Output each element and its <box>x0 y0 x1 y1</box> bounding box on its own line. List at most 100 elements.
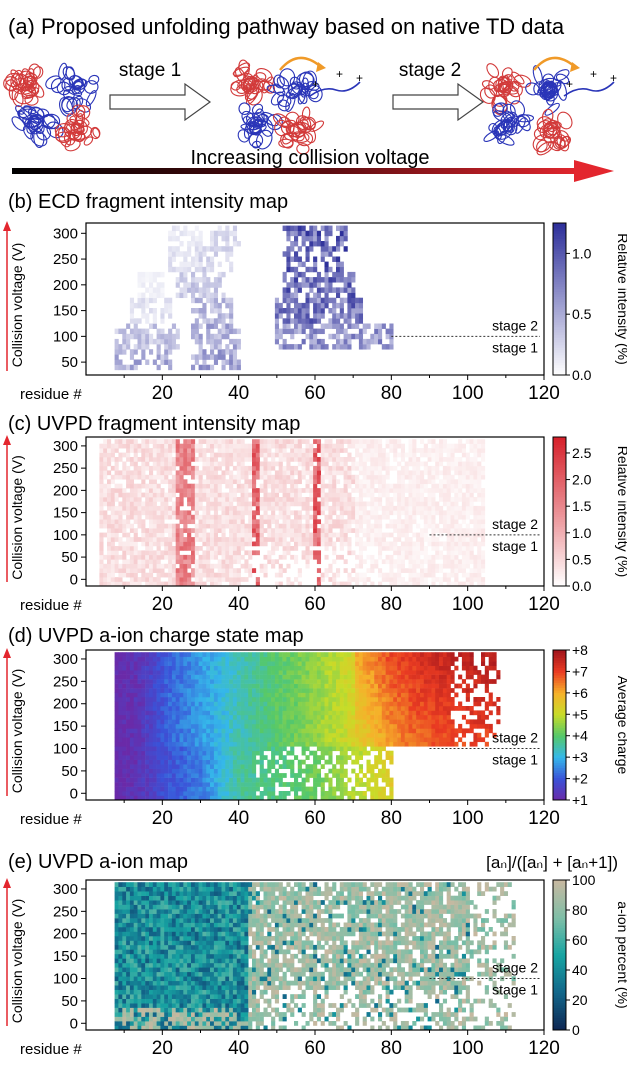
heatmap-cell <box>191 465 196 471</box>
heatmap-cell <box>263 773 268 778</box>
heatmap-cell <box>339 554 344 560</box>
heatmap-cell <box>217 750 222 756</box>
heatmap-cell <box>469 541 474 547</box>
heatmap-cell <box>324 737 329 743</box>
heatmap-cell <box>149 323 154 329</box>
heatmap-cell <box>297 519 302 525</box>
heatmap-cell <box>221 746 226 752</box>
heatmap-cell <box>274 308 280 314</box>
heatmap-cell <box>316 755 322 760</box>
heatmap-cell <box>355 528 360 533</box>
heatmap-cell <box>194 782 199 787</box>
heatmap-cell <box>469 741 474 747</box>
heatmap-cell <box>236 546 241 551</box>
heatmap-cell <box>213 723 219 729</box>
heatmap-cell <box>232 746 238 752</box>
heatmap-cell <box>305 483 310 489</box>
heatmap-cell <box>183 251 188 257</box>
heatmap-cell <box>114 448 119 453</box>
heatmap-cell <box>187 750 192 756</box>
heatmap-cell <box>206 755 211 760</box>
heatmap-cell <box>206 546 211 551</box>
heatmap-cell <box>416 577 421 582</box>
heatmap-cell <box>278 532 283 538</box>
heatmap-cell <box>332 581 337 587</box>
heatmap-cell <box>442 443 448 449</box>
heatmap-cell <box>252 501 257 507</box>
heatmap-cell <box>194 318 199 324</box>
heatmap-cell <box>160 723 165 729</box>
heatmap-cell <box>305 773 310 778</box>
heatmap-cell <box>160 457 165 462</box>
heatmap-cell <box>431 559 436 565</box>
heatmap-cell <box>263 474 268 480</box>
colorbar-tick-label: 0.0 <box>572 578 592 594</box>
heatmap-cell <box>137 759 142 765</box>
heatmap-cell <box>446 537 451 542</box>
heatmap-cell <box>160 465 165 471</box>
heatmap-cell <box>133 741 138 747</box>
heatmap-cell <box>221 532 226 538</box>
heatmap-cell <box>328 719 333 725</box>
heatmap-cell <box>114 786 119 792</box>
voltage-axis-arrowhead <box>3 221 11 231</box>
colorbar-segment <box>553 546 566 550</box>
heatmap-cell <box>141 443 146 449</box>
heatmap-cell <box>305 546 310 551</box>
heatmap-cell <box>168 732 173 738</box>
heatmap-cell <box>225 505 230 511</box>
heatmap-cell <box>278 448 283 453</box>
heatmap-cell <box>240 514 245 520</box>
heatmap-cell <box>450 465 455 471</box>
heatmap-cell <box>389 723 394 729</box>
heatmap-cell <box>446 448 451 453</box>
heatmap-cell <box>149 550 154 556</box>
heatmap-cell <box>297 488 302 493</box>
heatmap-cell <box>122 328 127 335</box>
heatmap-cell <box>194 483 199 489</box>
heatmap-cell <box>332 313 337 319</box>
heatmap-cell <box>347 479 352 485</box>
heatmap-cell <box>213 443 219 449</box>
heatmap-cell <box>286 308 291 314</box>
heatmap-cell <box>126 723 131 729</box>
heatmap-cell <box>137 782 142 787</box>
heatmap-cell <box>316 728 322 734</box>
heatmap-cell <box>316 465 322 471</box>
heatmap-cell <box>175 333 180 340</box>
heatmap-cell <box>301 732 306 738</box>
heatmap-cell <box>175 577 180 582</box>
heatmap-cell <box>225 241 230 247</box>
heatmap-cell <box>206 568 211 573</box>
heatmap-cell <box>263 728 268 734</box>
heatmap-cell <box>439 532 444 538</box>
heatmap-cell <box>160 541 165 547</box>
heatmap-cell <box>145 750 150 756</box>
heatmap-cell <box>229 546 234 551</box>
heatmap-cell <box>198 546 203 551</box>
heatmap-cell <box>435 741 440 747</box>
heatmap-cell <box>366 537 371 542</box>
heatmap-cell <box>110 572 115 578</box>
heatmap-cell <box>164 755 169 760</box>
heatmap-cell <box>297 795 302 801</box>
heatmap-cell <box>221 292 226 299</box>
heatmap-cell <box>297 514 302 520</box>
heatmap-cell <box>305 537 310 542</box>
heatmap-cell <box>412 483 417 489</box>
heatmap-cell <box>374 759 379 765</box>
heatmap-cell <box>469 443 474 449</box>
heatmap-cell <box>370 764 375 769</box>
heatmap-cell <box>278 443 283 449</box>
heatmap-cell <box>450 457 455 462</box>
heatmap-cell <box>137 470 142 476</box>
heatmap-cell <box>320 457 325 462</box>
heatmap-cell <box>122 741 127 747</box>
heatmap-cell <box>301 759 306 765</box>
heatmap-cell <box>213 439 219 444</box>
heatmap-cell <box>278 791 283 796</box>
heatmap-cell <box>336 795 341 801</box>
colorbar-segment <box>553 250 566 254</box>
y-tick-label: 0 <box>70 571 78 588</box>
heatmap-cell <box>187 266 192 273</box>
